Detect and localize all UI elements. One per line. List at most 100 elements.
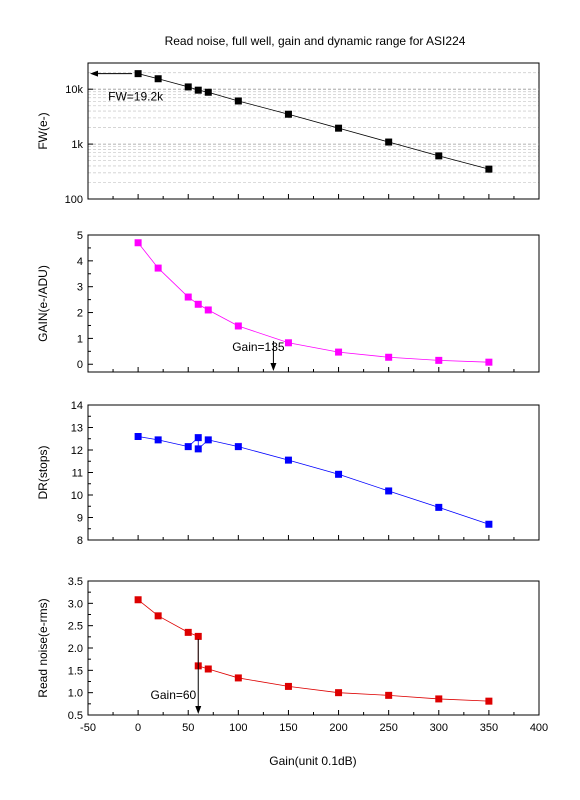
fw-y-axis-label: FW(e-) (36, 112, 50, 149)
y-tick-label: 12 (71, 445, 83, 457)
y-tick-label: 5 (77, 230, 83, 242)
y-tick-label: 3.0 (68, 598, 83, 610)
rn-data-point (385, 691, 393, 699)
x-tick-label: 200 (329, 722, 347, 734)
dr-data-point (335, 470, 343, 478)
y-tick-label: 1.5 (68, 665, 83, 677)
dr-data-point (194, 434, 202, 442)
rn-data-point (154, 612, 162, 620)
rn-data-point (284, 682, 292, 690)
gain-data-point (335, 348, 343, 356)
dr-data-point (284, 456, 292, 464)
dr-panel: 8 9 10 11 12 13 14 DR(stops) (36, 400, 540, 547)
y-tick-label: 0.5 (68, 710, 83, 722)
dr-frame (87, 404, 540, 541)
rn-data-point (435, 695, 443, 703)
x-tick-label: 150 (279, 722, 297, 734)
y-tick-label: 14 (71, 400, 83, 412)
gain-data-point (194, 300, 202, 308)
gain-frame (87, 234, 540, 373)
fw-data-point (154, 75, 162, 83)
y-tick-label: 3 (77, 282, 83, 294)
annotation-arrow-head (270, 363, 277, 371)
annotation-label: Gain=135 (232, 340, 285, 354)
annotation-label: FW=19.2k (108, 90, 164, 104)
rn-data-point (134, 596, 142, 604)
x-axis-label: Gain(unit 0.1dB) (269, 754, 356, 768)
gain-data-point (284, 339, 292, 347)
annotation-arrow-head (195, 706, 202, 714)
rn-data-point (184, 628, 192, 636)
gain-data-point (204, 306, 212, 314)
gain-data-point (435, 356, 443, 364)
dr-data-point (485, 520, 493, 528)
rn-data-point (204, 665, 212, 673)
fw-data-point (234, 97, 242, 105)
dr-data-point (385, 487, 393, 495)
y-tick-label: 10 (71, 490, 83, 502)
fw-data-point (194, 86, 202, 94)
annotation-arrow-head (90, 70, 98, 77)
fw-data-point (284, 110, 292, 118)
gain-data-point (385, 353, 393, 361)
rn-y-axis-label: Read noise(e-rms) (36, 598, 50, 697)
y-tick-label: 10k (65, 84, 83, 96)
gain-data-point (234, 322, 242, 330)
y-tick-label: 100 (65, 194, 83, 206)
dr-data-point (234, 443, 242, 451)
dr-y-axis-label: DR(stops) (36, 445, 50, 499)
y-tick-label: 1k (71, 139, 83, 151)
x-tick-label: 400 (530, 722, 548, 734)
fw-data-point (184, 83, 192, 91)
y-tick-label: 13 (71, 423, 83, 435)
dr-data-point (435, 503, 443, 511)
rn-series-line (137, 599, 489, 702)
y-tick-label: 0 (77, 359, 83, 371)
gain-data-point (134, 239, 142, 247)
fw-data-point (134, 70, 142, 78)
fw-frame (87, 62, 540, 200)
gain-y-axis-label: GAIN(e-/ADU) (36, 265, 50, 342)
gain-series-line (137, 242, 489, 363)
y-tick-label: 2.0 (68, 643, 83, 655)
rn-data-point (194, 632, 202, 640)
y-tick-label: 2.5 (68, 621, 83, 633)
fw-data-point (204, 88, 212, 96)
y-tick-label: 9 (77, 513, 83, 525)
rn-data-point (234, 674, 242, 682)
dr-data-point (194, 445, 202, 453)
fw-panel: 100 1k 10k FW(e-) FW=19.2k (36, 62, 540, 206)
chart-title: Read noise, full well, gain and dynamic … (165, 34, 466, 48)
gain-panel: 0 1 2 3 4 5 GAIN(e-/ADU) Gain=135 (36, 230, 540, 373)
fw-data-point (435, 152, 443, 160)
dr-series-line (138, 436, 490, 525)
gain-data-point (184, 293, 192, 301)
dr-data-point (134, 433, 142, 440)
y-tick-label: 1.0 (68, 688, 83, 700)
chart-panels: 1001k10kFW(e-)FW=19.2k012345GAIN(e-/ADU)… (36, 62, 548, 734)
x-tick-label: -50 (80, 722, 96, 734)
fw-data-point (335, 124, 343, 132)
y-tick-label: 3.5 (68, 576, 83, 588)
x-tick-label: 0 (135, 722, 141, 734)
y-tick-label: 2 (77, 308, 83, 320)
dr-data-point (154, 436, 162, 444)
x-tick-label: 300 (430, 722, 448, 734)
y-tick-label: 1 (77, 333, 83, 345)
annotation-label: Gain=60 (151, 688, 197, 702)
rn-data-point (485, 697, 493, 705)
x-tick-label: 100 (229, 722, 247, 734)
dr-data-point (184, 443, 192, 451)
fw-data-point (385, 138, 393, 146)
x-tick-label: 50 (182, 722, 194, 734)
y-tick-label: 8 (77, 535, 83, 547)
y-tick-label: 11 (72, 468, 83, 480)
x-tick-label: 250 (379, 722, 397, 734)
rn-panel: 0.5 1.0 1.5 2.0 2.5 3.0 3.5 Read noise(e-rms) Ga… (36, 576, 548, 734)
gain-data-point (485, 358, 493, 366)
fw-data-point (485, 165, 493, 173)
rn-data-point (335, 689, 343, 697)
x-tick-label: 350 (480, 722, 498, 734)
y-tick-label: 4 (77, 256, 83, 268)
